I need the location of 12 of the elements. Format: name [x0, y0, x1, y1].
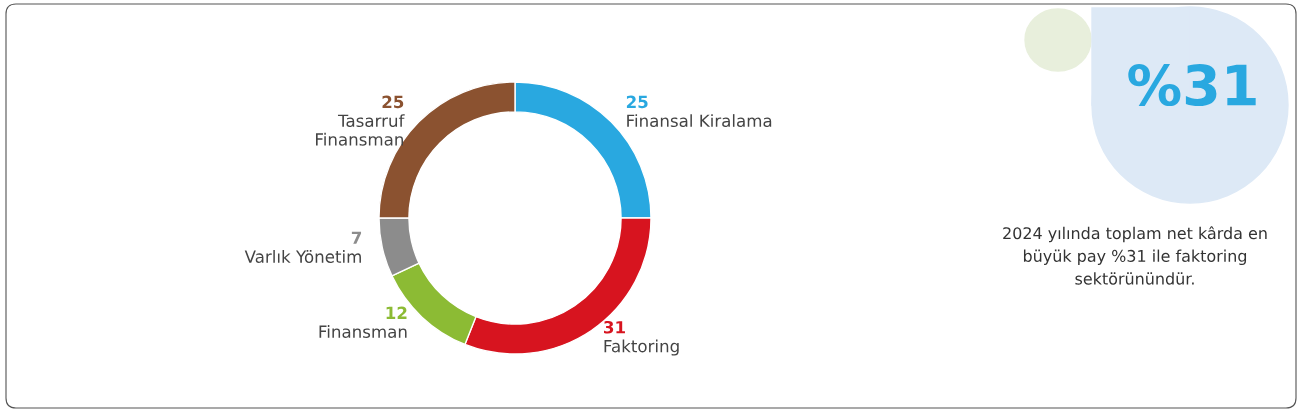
data-label: 31: [604, 320, 625, 334]
data-label: 12: [386, 306, 407, 319]
slice-label: Finansman: [319, 325, 407, 338]
data-label: 25: [382, 95, 404, 109]
text: 2024 yılında toplam net kârda en büyük pay %31 ile faktoring sektörünündür.: [1003, 226, 1267, 285]
text: %31: [1128, 64, 1256, 107]
slice-label: Varlık Yönetim: [244, 250, 361, 263]
slice-label: Faktoring: [604, 339, 679, 356]
slice-label: Finansal Kiralama: [627, 114, 772, 128]
data-label: 25: [626, 95, 648, 109]
data-label: 7: [351, 231, 362, 244]
slice-label: Tasarruf Finansman: [316, 114, 405, 146]
